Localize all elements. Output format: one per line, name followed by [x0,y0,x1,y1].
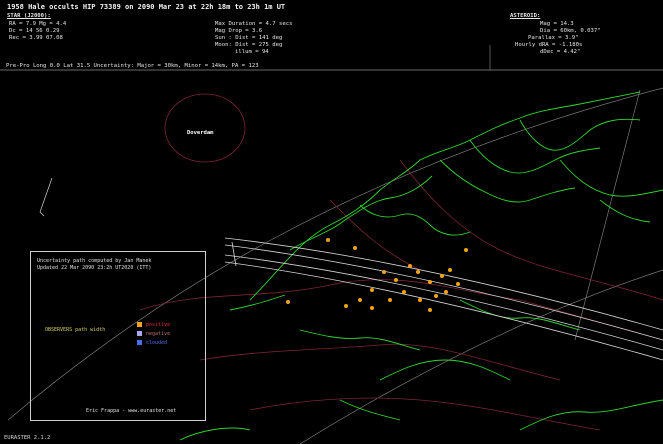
shadow-path [224,237,663,361]
legend-swatch [137,322,142,327]
asteroid-line: Mag = 14.3 [540,21,574,27]
legend-box: Uncertainty path computed by Jan Manek U… [30,251,206,421]
asteroid-line: dDec = 4.42" [540,49,581,55]
legend-center-path: OBSERVERS path width [45,327,106,333]
asteroid-heading: ASTEROID: [510,13,541,19]
asteroid-line: Hourly dRA = -1.180s [515,42,583,48]
country-label: Doverdam [187,130,214,136]
observer-markers [286,238,468,312]
asteroid-line: Dia = 60km, 0.037" [540,28,601,34]
center-line: Max Duration = 4.7 secs [215,21,293,27]
legend-key: clouded [146,340,168,346]
legend-swatch [137,331,142,336]
north-arrow [39,177,53,217]
legend-credit: Eric Frappa - www.euraster.net [86,408,177,414]
country-borders [139,93,663,431]
star-line: RA = 7.9 Mg = 4.4 [9,21,67,27]
star-line: Rec = 3.99 07.08 [9,35,63,41]
footer-label: EURASTER 2.1.2 [4,435,51,441]
legend-key: positive [146,322,171,328]
star-heading: STAR (J2000): [7,13,51,19]
legend-key: negative [146,331,171,337]
asteroid-line: Parallax = 3.9" [528,35,579,41]
star-line: Dc = 14 56 0.29 [9,28,60,34]
legend-line: Uncertainty path computed by Jan Manek [37,258,152,264]
legend-swatch [137,340,142,345]
info-bar: Pre-Pro Long 0.0 Lat 31.5 Uncertainty: M… [6,63,259,69]
center-line: Mag Drop = 3.6 [215,28,263,34]
center-line: Moon: Dist = 275 deg [215,42,283,48]
legend-line: Updated 22 Mar 2090 23:2h UT2020 (ITT) [37,265,152,271]
center-line: illum = 94 [235,49,269,55]
center-line: Sun : Dist = 141 deg [215,35,283,41]
coastlines [179,91,663,441]
page-title: 1958 Hale occults HIP 73389 on 2090 Mar … [7,3,286,11]
graticule [7,87,663,444]
